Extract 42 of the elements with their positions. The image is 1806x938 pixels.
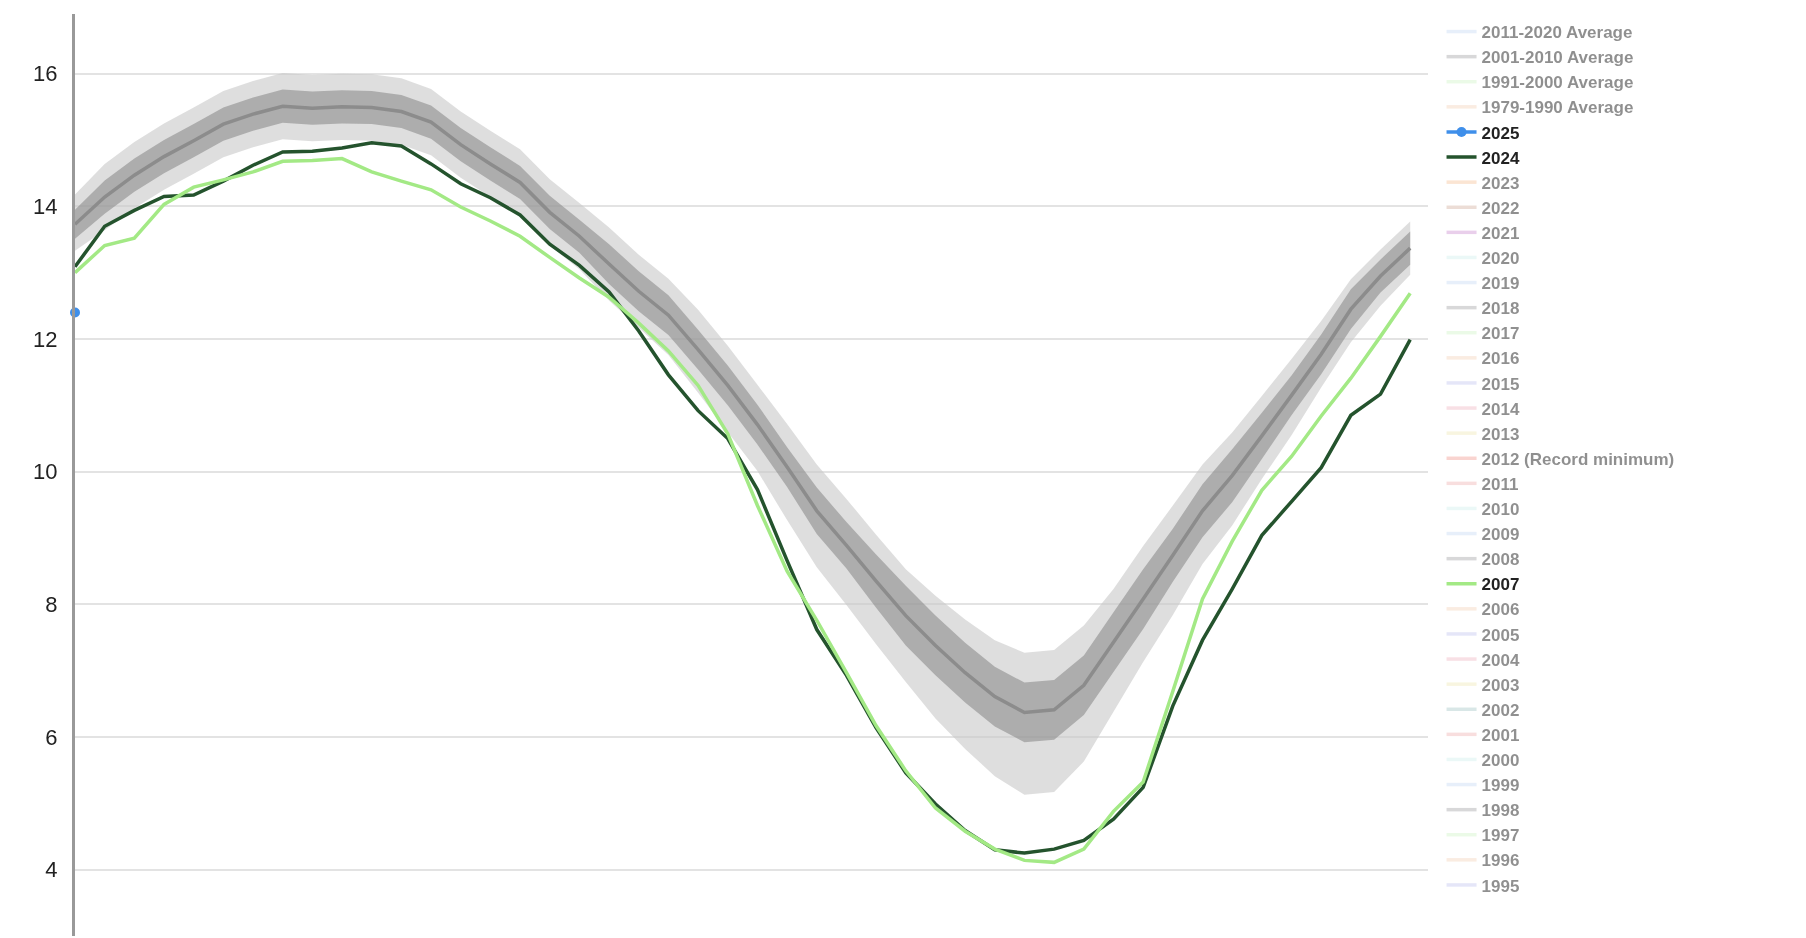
legend-label: 2024: [1481, 148, 1520, 168]
legend-label: 2017: [1481, 324, 1520, 344]
legend-label: 2022: [1481, 198, 1520, 218]
y-tick-label: 8: [45, 592, 58, 618]
legend-label: 2023: [1481, 173, 1520, 193]
legend-label: 1996: [1481, 851, 1520, 871]
legend-label: 2018: [1481, 299, 1520, 319]
y-tick-label: 6: [45, 724, 58, 750]
legend-label: 2001: [1481, 725, 1520, 745]
legend-label: 2020: [1481, 249, 1520, 269]
legend-label: 2004: [1481, 650, 1520, 670]
legend-label: 2011: [1481, 474, 1519, 494]
legend-label: 2014: [1481, 399, 1520, 419]
legend-label: 1995: [1481, 876, 1520, 896]
legend-label: 2016: [1481, 349, 1520, 369]
legend-label: 2008: [1481, 550, 1520, 570]
legend-label: 2012 (Record minimum): [1481, 449, 1675, 469]
legend-label: 2021: [1481, 223, 1520, 243]
legend-label: 2006: [1481, 600, 1520, 620]
legend-label: 2013: [1481, 424, 1520, 444]
y-tick-label: 14: [33, 194, 58, 220]
legend-label: 2019: [1481, 274, 1520, 294]
legend-label: 2010: [1481, 500, 1520, 520]
legend-label: 2011-2020 Average: [1481, 23, 1633, 43]
legend-label: 2003: [1481, 675, 1520, 695]
legend-label: 2001-2010 Average: [1481, 48, 1634, 68]
legend-label: 2000: [1481, 751, 1520, 771]
legend-label: 1979-1990 Average: [1481, 98, 1634, 118]
legend-label: 2005: [1481, 625, 1520, 645]
legend-label: 2015: [1481, 374, 1520, 394]
legend-label: 1997: [1481, 826, 1520, 846]
legend-label: 2007: [1481, 575, 1520, 595]
legend-label: 2025: [1481, 123, 1520, 143]
y-tick-label: 10: [33, 459, 58, 485]
y-tick-label: 16: [33, 61, 58, 87]
legend-label: 2002: [1481, 700, 1520, 720]
legend-label: 2009: [1481, 525, 1520, 545]
y-tick-label: 4: [45, 857, 58, 883]
legend-label: 1998: [1481, 801, 1520, 821]
y-tick-label: 12: [33, 326, 58, 352]
legend-label: 1999: [1481, 776, 1520, 796]
legend-label: 1991-2000 Average: [1481, 73, 1634, 93]
